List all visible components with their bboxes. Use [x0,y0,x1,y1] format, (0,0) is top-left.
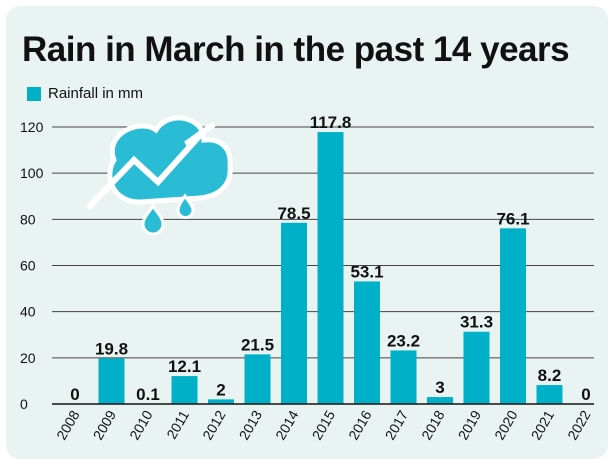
x-tick-label: 2010 [126,407,156,442]
bar [208,399,234,404]
bar [390,350,417,404]
x-tick-label: 2016 [345,407,375,442]
bar [171,376,198,404]
x-tick-label: 2008 [53,407,83,442]
x-tick-label: 2014 [272,407,302,442]
x-tick-label: 2021 [528,407,558,442]
data-label: 2 [216,380,225,399]
x-tick-label: 2012 [199,407,229,442]
y-tick-label: 40 [20,304,36,320]
bar [98,358,125,404]
y-tick-label: 60 [20,258,36,274]
data-label: 117.8 [310,113,352,132]
data-label: 12.1 [168,357,201,376]
y-tick-label: 80 [20,211,36,227]
rain-cloud-lightning-icon [85,115,233,236]
data-label: 23.2 [387,331,420,350]
bar [281,222,307,404]
data-label: 31.3 [460,313,493,332]
chart-legend: Rainfall in mm [27,85,143,102]
data-label: 78.5 [277,204,310,223]
data-label: 21.5 [241,335,274,354]
x-tick-label: 2022 [564,407,594,442]
y-tick-label: 20 [20,350,36,366]
data-label: 76.1 [496,209,529,228]
x-tick-label: 2019 [455,407,485,442]
legend-label: Rainfall in mm [48,85,144,102]
data-label: 8.2 [538,366,562,385]
bar [463,331,490,404]
y-tick-label: 120 [20,119,44,135]
bar [354,281,380,404]
x-tick-label: 2020 [491,407,521,442]
bar [500,228,526,404]
x-tick-label: 2013 [236,407,266,442]
chart-title: Rain in March in the past 14 years [22,30,570,69]
bar [244,354,271,404]
x-tick-label: 2009 [90,407,120,442]
x-tick-label: 2011 [163,407,192,441]
data-label: 0.1 [136,385,160,404]
data-label: 0 [70,385,79,404]
y-tick-label: 100 [20,165,44,181]
bar [536,385,563,404]
x-tick-label: 2017 [382,407,412,442]
x-tick-label: 2018 [418,407,448,442]
data-label: 19.8 [95,339,128,358]
bar [317,132,344,404]
x-tick-label: 2015 [309,407,339,442]
bar [427,397,453,404]
data-label: 53.1 [350,262,383,281]
legend-swatch [27,86,41,101]
data-label: 0 [581,385,590,404]
y-tick-label: 0 [20,396,28,412]
data-label: 3 [435,378,444,397]
